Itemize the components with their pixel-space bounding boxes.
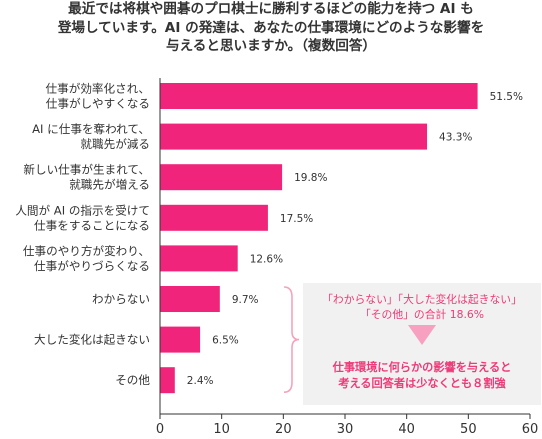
bar-0 xyxy=(160,83,478,109)
title-line-2: 登場しています。AI の発達は、あなたの仕事環境にどのような影響を xyxy=(57,19,485,36)
value-label-0: 51.5% xyxy=(490,91,523,103)
category-label-0: 仕事が効率化され、仕事がしやすくなる xyxy=(46,82,150,111)
note-line-2: 「その他」の合計 18.6% xyxy=(359,308,485,321)
category-label-1: AI に仕事を奪われて、就職先が減る xyxy=(32,122,150,151)
down-arrow-icon xyxy=(408,325,436,345)
title-line-1: 最近では将棋や囲碁のプロ棋士に勝利するほどの能力を持つ AI も xyxy=(68,1,474,17)
category-label-3: 人間が AI の指示を受けて仕事をすることになる xyxy=(15,203,150,232)
bar-2 xyxy=(160,164,283,191)
x-tick-label-5: 50 xyxy=(460,422,477,437)
x-tick-label-0: 0 xyxy=(156,422,164,437)
x-tick-label-4: 40 xyxy=(398,422,415,437)
title-line-3: 与えると思いますか。（複数回答） xyxy=(165,38,377,54)
value-label-6: 6.5% xyxy=(212,335,239,347)
category-label-7: その他 xyxy=(115,373,150,387)
summary-note: 「わからない」「大した変化は起きない」 「その他」の合計 18.6% 仕事環境に… xyxy=(303,283,541,405)
category-label-6: 大した変化は起きない xyxy=(34,333,150,347)
value-label-4: 12.6% xyxy=(250,253,283,265)
value-label-2: 19.8% xyxy=(294,172,327,184)
value-label-5: 9.7% xyxy=(232,294,259,306)
bar-5 xyxy=(160,286,220,312)
group-brace xyxy=(283,286,300,393)
bar-1 xyxy=(160,123,428,150)
category-label-4: 仕事のやり方が変わり、仕事がやりづらくなる xyxy=(23,244,150,273)
x-tick-label-3: 30 xyxy=(337,422,354,437)
x-tick-label-6: 60 xyxy=(522,422,539,437)
category-label-5: わからない xyxy=(92,292,150,306)
chart-title: 最近では将棋や囲碁のプロ棋士に勝利するほどの能力を持つ AI も 登場しています… xyxy=(0,0,542,56)
note-line-4: 考える回答者は少なくとも８割強 xyxy=(338,377,506,390)
bar-3 xyxy=(160,204,268,231)
value-label-3: 17.5% xyxy=(280,213,313,225)
bar-7 xyxy=(160,367,175,394)
value-label-7: 2.4% xyxy=(187,375,214,387)
category-label-2: 新しい仕事が生まれて、就職先が増える xyxy=(23,163,150,192)
note-line-3: 仕事環境に何らかの影響を与えると xyxy=(332,361,512,374)
bar-6 xyxy=(160,326,201,353)
x-tick-label-1: 10 xyxy=(213,422,230,437)
value-label-1: 43.3% xyxy=(439,132,472,144)
x-tick-label-2: 20 xyxy=(275,422,292,437)
note-line-1: 「わからない」「大した変化は起きない」 xyxy=(322,293,522,306)
bar-4 xyxy=(160,245,238,272)
